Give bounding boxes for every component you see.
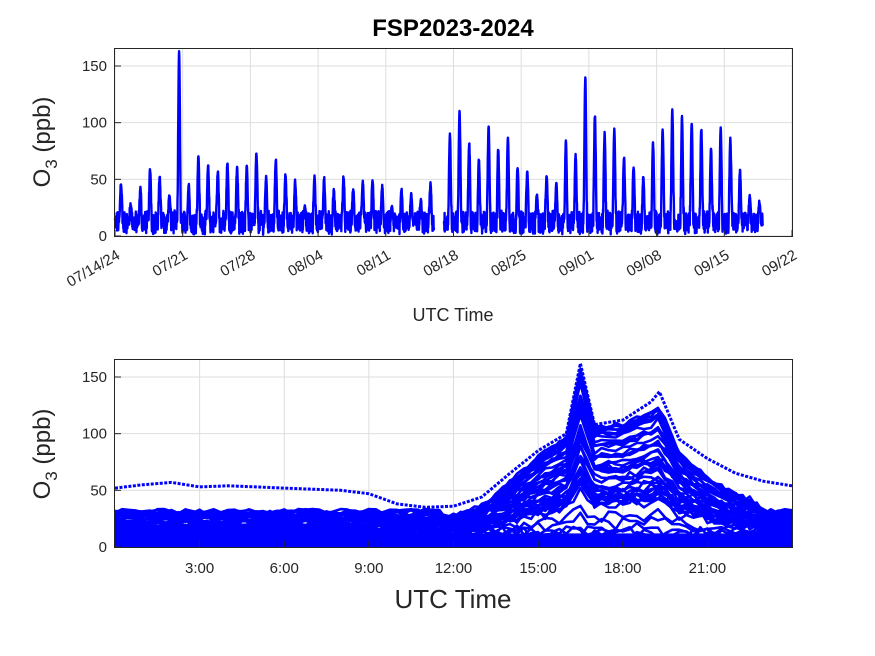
top-y-tick-label: 0 (99, 228, 107, 245)
bottom-x-axis-label: UTC Time (395, 584, 512, 614)
bottom-chart: 0 50 100 150 3:00 6:00 9:00 12:00 15:00 18:00 21:… (29, 359, 793, 614)
top-scatter-series (113, 50, 764, 236)
top-x-tick-label: 09/08 (624, 247, 665, 280)
bottom-y-tick-label: 50 (90, 482, 107, 499)
bottom-series-trace (114, 375, 793, 521)
top-x-tick-label: 08/04 (285, 247, 326, 280)
top-axes-box (114, 48, 793, 237)
top-y-tick-label: 50 (90, 171, 107, 188)
bottom-y-axis-label: O3 (ppb) (29, 409, 61, 500)
top-x-tick-label: 08/18 (420, 247, 461, 280)
bottom-y-tick-label: 0 (99, 539, 107, 556)
top-x-tick-label: 08/11 (354, 247, 394, 280)
bottom-y-tick-label: 150 (82, 369, 107, 386)
top-chart: 0 50 100 150 07/14/24 07/21 07/28 08/04 08/11 08… (29, 48, 800, 325)
figure-title: FSP2023-2024 (372, 15, 534, 42)
bottom-x-tick-label: 3:00 (185, 560, 214, 577)
top-x-tick-label: 07/14/24 (64, 247, 123, 291)
top-y-tick-label: 150 (82, 58, 107, 75)
top-series-line (113, 50, 764, 236)
top-x-tick-label: 08/25 (488, 247, 529, 280)
bottom-x-tick-label: 6:00 (270, 560, 299, 577)
top-x-tick-label: 07/21 (150, 247, 191, 280)
top-y-tick-label: 100 (82, 115, 107, 132)
top-y-axis-label: O3 (ppb) (29, 97, 61, 188)
bottom-scatter-series (114, 363, 793, 547)
bottom-axes-box (114, 359, 793, 548)
bottom-series-trace (114, 381, 793, 520)
top-x-tick-label: 09/15 (691, 247, 732, 280)
bottom-x-tick-label: 9:00 (354, 560, 383, 577)
top-x-tick-label: 09/22 (759, 247, 800, 280)
bottom-y-tick-label: 100 (82, 426, 107, 443)
bottom-series-trace (115, 394, 793, 522)
bottom-x-tick-label: 18:00 (604, 560, 642, 577)
bottom-series-envelope (114, 363, 793, 509)
top-x-tick-label: 09/01 (556, 247, 597, 280)
bottom-x-tick-label: 12:00 (435, 560, 473, 577)
bottom-series-trace (114, 424, 793, 527)
top-x-tick-label: 07/28 (217, 247, 258, 280)
top-x-axis-label: UTC Time (413, 305, 494, 325)
bottom-x-tick-label: 15:00 (519, 560, 557, 577)
bottom-x-tick-label: 21:00 (689, 560, 727, 577)
